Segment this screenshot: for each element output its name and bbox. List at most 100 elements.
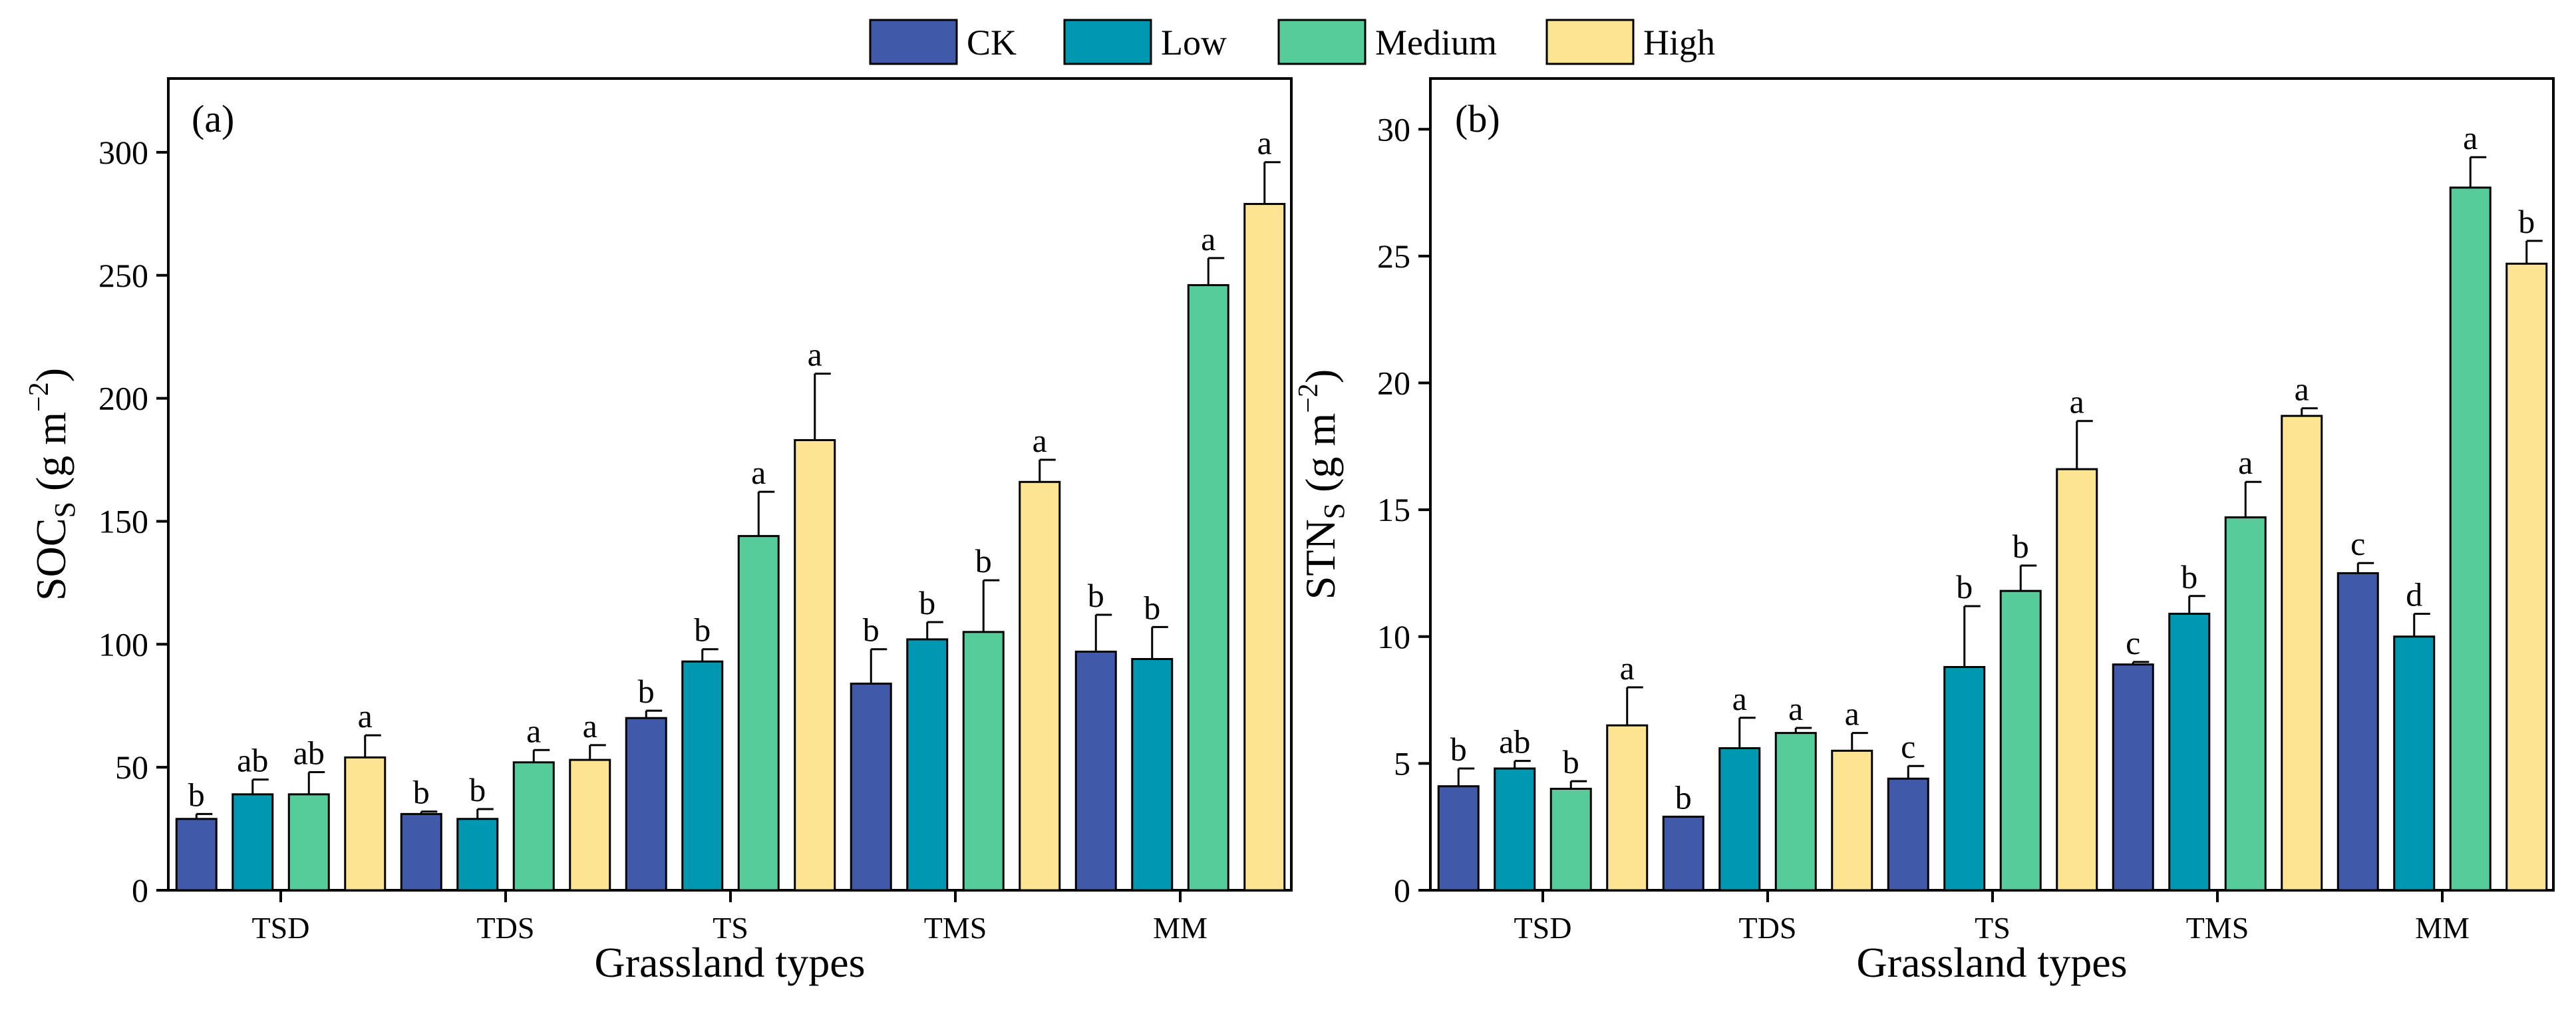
panel-label: (b) bbox=[1455, 97, 1500, 140]
bar bbox=[1606, 724, 1649, 892]
significance-letter: a bbox=[2463, 119, 2478, 156]
y-tick-label: 20 bbox=[1377, 365, 1410, 402]
bar bbox=[232, 793, 274, 892]
significance-letter: b bbox=[2181, 558, 2197, 595]
y-tick-label: 250 bbox=[98, 257, 148, 294]
significance-letter: b bbox=[1675, 778, 1692, 816]
y-axis-title: STNS (g m−2) bbox=[1293, 369, 1351, 599]
bar bbox=[344, 756, 387, 892]
y-tick-label: 30 bbox=[1377, 110, 1410, 148]
bar bbox=[906, 638, 949, 892]
y-axis-title: SOCS (g m−2) bbox=[24, 368, 81, 601]
legend-swatch-ck bbox=[869, 19, 958, 65]
legend-label-high: High bbox=[1643, 23, 1715, 63]
x-axis-title: Grassland types bbox=[594, 939, 865, 986]
x-axis: TSD TDS TS TMS MM bbox=[252, 890, 1208, 945]
bar bbox=[1662, 815, 1704, 892]
bar bbox=[2112, 663, 2154, 892]
significance-letter: b bbox=[2012, 528, 2029, 565]
bar bbox=[1887, 777, 1929, 892]
bar bbox=[2056, 468, 2098, 892]
bar bbox=[1718, 747, 1761, 892]
significance-letter: b bbox=[469, 771, 486, 808]
bar bbox=[2168, 612, 2211, 892]
bar bbox=[1187, 284, 1229, 892]
significance-letter: a bbox=[526, 712, 541, 749]
legend: CK Low Medium High bbox=[869, 19, 1715, 65]
x-axis: TSD TDS TS TMS MM bbox=[1514, 890, 2470, 945]
significance-letter: b bbox=[1450, 731, 1467, 768]
y-tick-label: 100 bbox=[98, 625, 148, 663]
bar bbox=[175, 818, 218, 892]
x-tick-label: TSD bbox=[252, 911, 310, 945]
significance-letter: b bbox=[188, 776, 205, 813]
y-tick-label: 25 bbox=[1377, 238, 1410, 275]
plot-frame bbox=[167, 77, 1293, 892]
bar bbox=[681, 660, 724, 892]
significance-letter: b bbox=[2518, 203, 2535, 240]
y-tick-label: 15 bbox=[1377, 491, 1410, 528]
significance-letter: b bbox=[1088, 577, 1104, 614]
bar bbox=[1549, 788, 1592, 892]
x-tick-label: TSD bbox=[1514, 911, 1572, 945]
bar bbox=[794, 438, 836, 892]
bar bbox=[1774, 732, 1817, 892]
significance-letter: b bbox=[1563, 743, 1579, 780]
y-tick-label: 0 bbox=[132, 872, 148, 909]
bar bbox=[512, 761, 555, 892]
significance-letter: ab bbox=[1499, 723, 1530, 761]
x-tick-label: TMS bbox=[924, 911, 987, 945]
significance-letter: c bbox=[1901, 728, 1915, 765]
significance-letter: a bbox=[358, 697, 373, 735]
significance-letter: b bbox=[1144, 589, 1160, 626]
bar bbox=[1131, 657, 1174, 892]
significance-letter: a bbox=[1201, 220, 1215, 257]
x-tick-label: TDS bbox=[1739, 911, 1797, 945]
significance-letter: b bbox=[919, 584, 935, 621]
bar bbox=[2336, 572, 2379, 892]
significance-letter: a bbox=[1732, 680, 1747, 717]
x-tick-label: MM bbox=[2415, 911, 2470, 945]
x-tick-label: MM bbox=[1153, 911, 1208, 945]
y-tick-label: 50 bbox=[115, 749, 148, 786]
bar bbox=[1494, 767, 1536, 892]
y-tick-label: 200 bbox=[98, 380, 148, 417]
bar bbox=[1019, 480, 1061, 892]
significance-letter: ab bbox=[293, 735, 325, 772]
bar bbox=[1074, 650, 1117, 892]
significance-letter: a bbox=[583, 707, 597, 745]
legend-label-low: Low bbox=[1161, 23, 1227, 63]
significance-letter: ab bbox=[237, 742, 268, 779]
bar bbox=[962, 631, 1005, 892]
significance-letter: a bbox=[1845, 695, 1859, 733]
significance-letter: b bbox=[863, 611, 880, 649]
x-tick-label: TDS bbox=[477, 911, 535, 945]
y-tick-label: 300 bbox=[98, 134, 148, 171]
x-tick-label: TS bbox=[1975, 911, 2011, 945]
legend-swatch-low bbox=[1063, 19, 1152, 65]
significance-letter: b bbox=[975, 542, 992, 580]
y-tick-label: 150 bbox=[98, 502, 148, 540]
significance-letter: b bbox=[638, 673, 655, 710]
significance-letter: a bbox=[751, 454, 766, 491]
y-axis: 0 5 10 15 20 25 30 bbox=[1377, 110, 1430, 909]
bar bbox=[287, 793, 330, 892]
significance-letter: b bbox=[1956, 568, 1973, 605]
x-tick-label: TS bbox=[713, 911, 748, 945]
bar bbox=[2224, 516, 2267, 892]
bar bbox=[569, 759, 611, 892]
bar bbox=[1999, 590, 2042, 892]
significance-letter: c bbox=[2126, 624, 2140, 661]
y-tick-label: 0 bbox=[1394, 872, 1410, 909]
significance-letter: a bbox=[1033, 422, 1047, 459]
bar bbox=[2505, 262, 2548, 892]
bar bbox=[737, 535, 780, 892]
significance-letter: a bbox=[2070, 383, 2084, 421]
bar bbox=[2449, 186, 2492, 892]
bar bbox=[1831, 749, 1873, 892]
significance-letter: a bbox=[2295, 371, 2309, 408]
significance-letter: b bbox=[413, 774, 430, 811]
